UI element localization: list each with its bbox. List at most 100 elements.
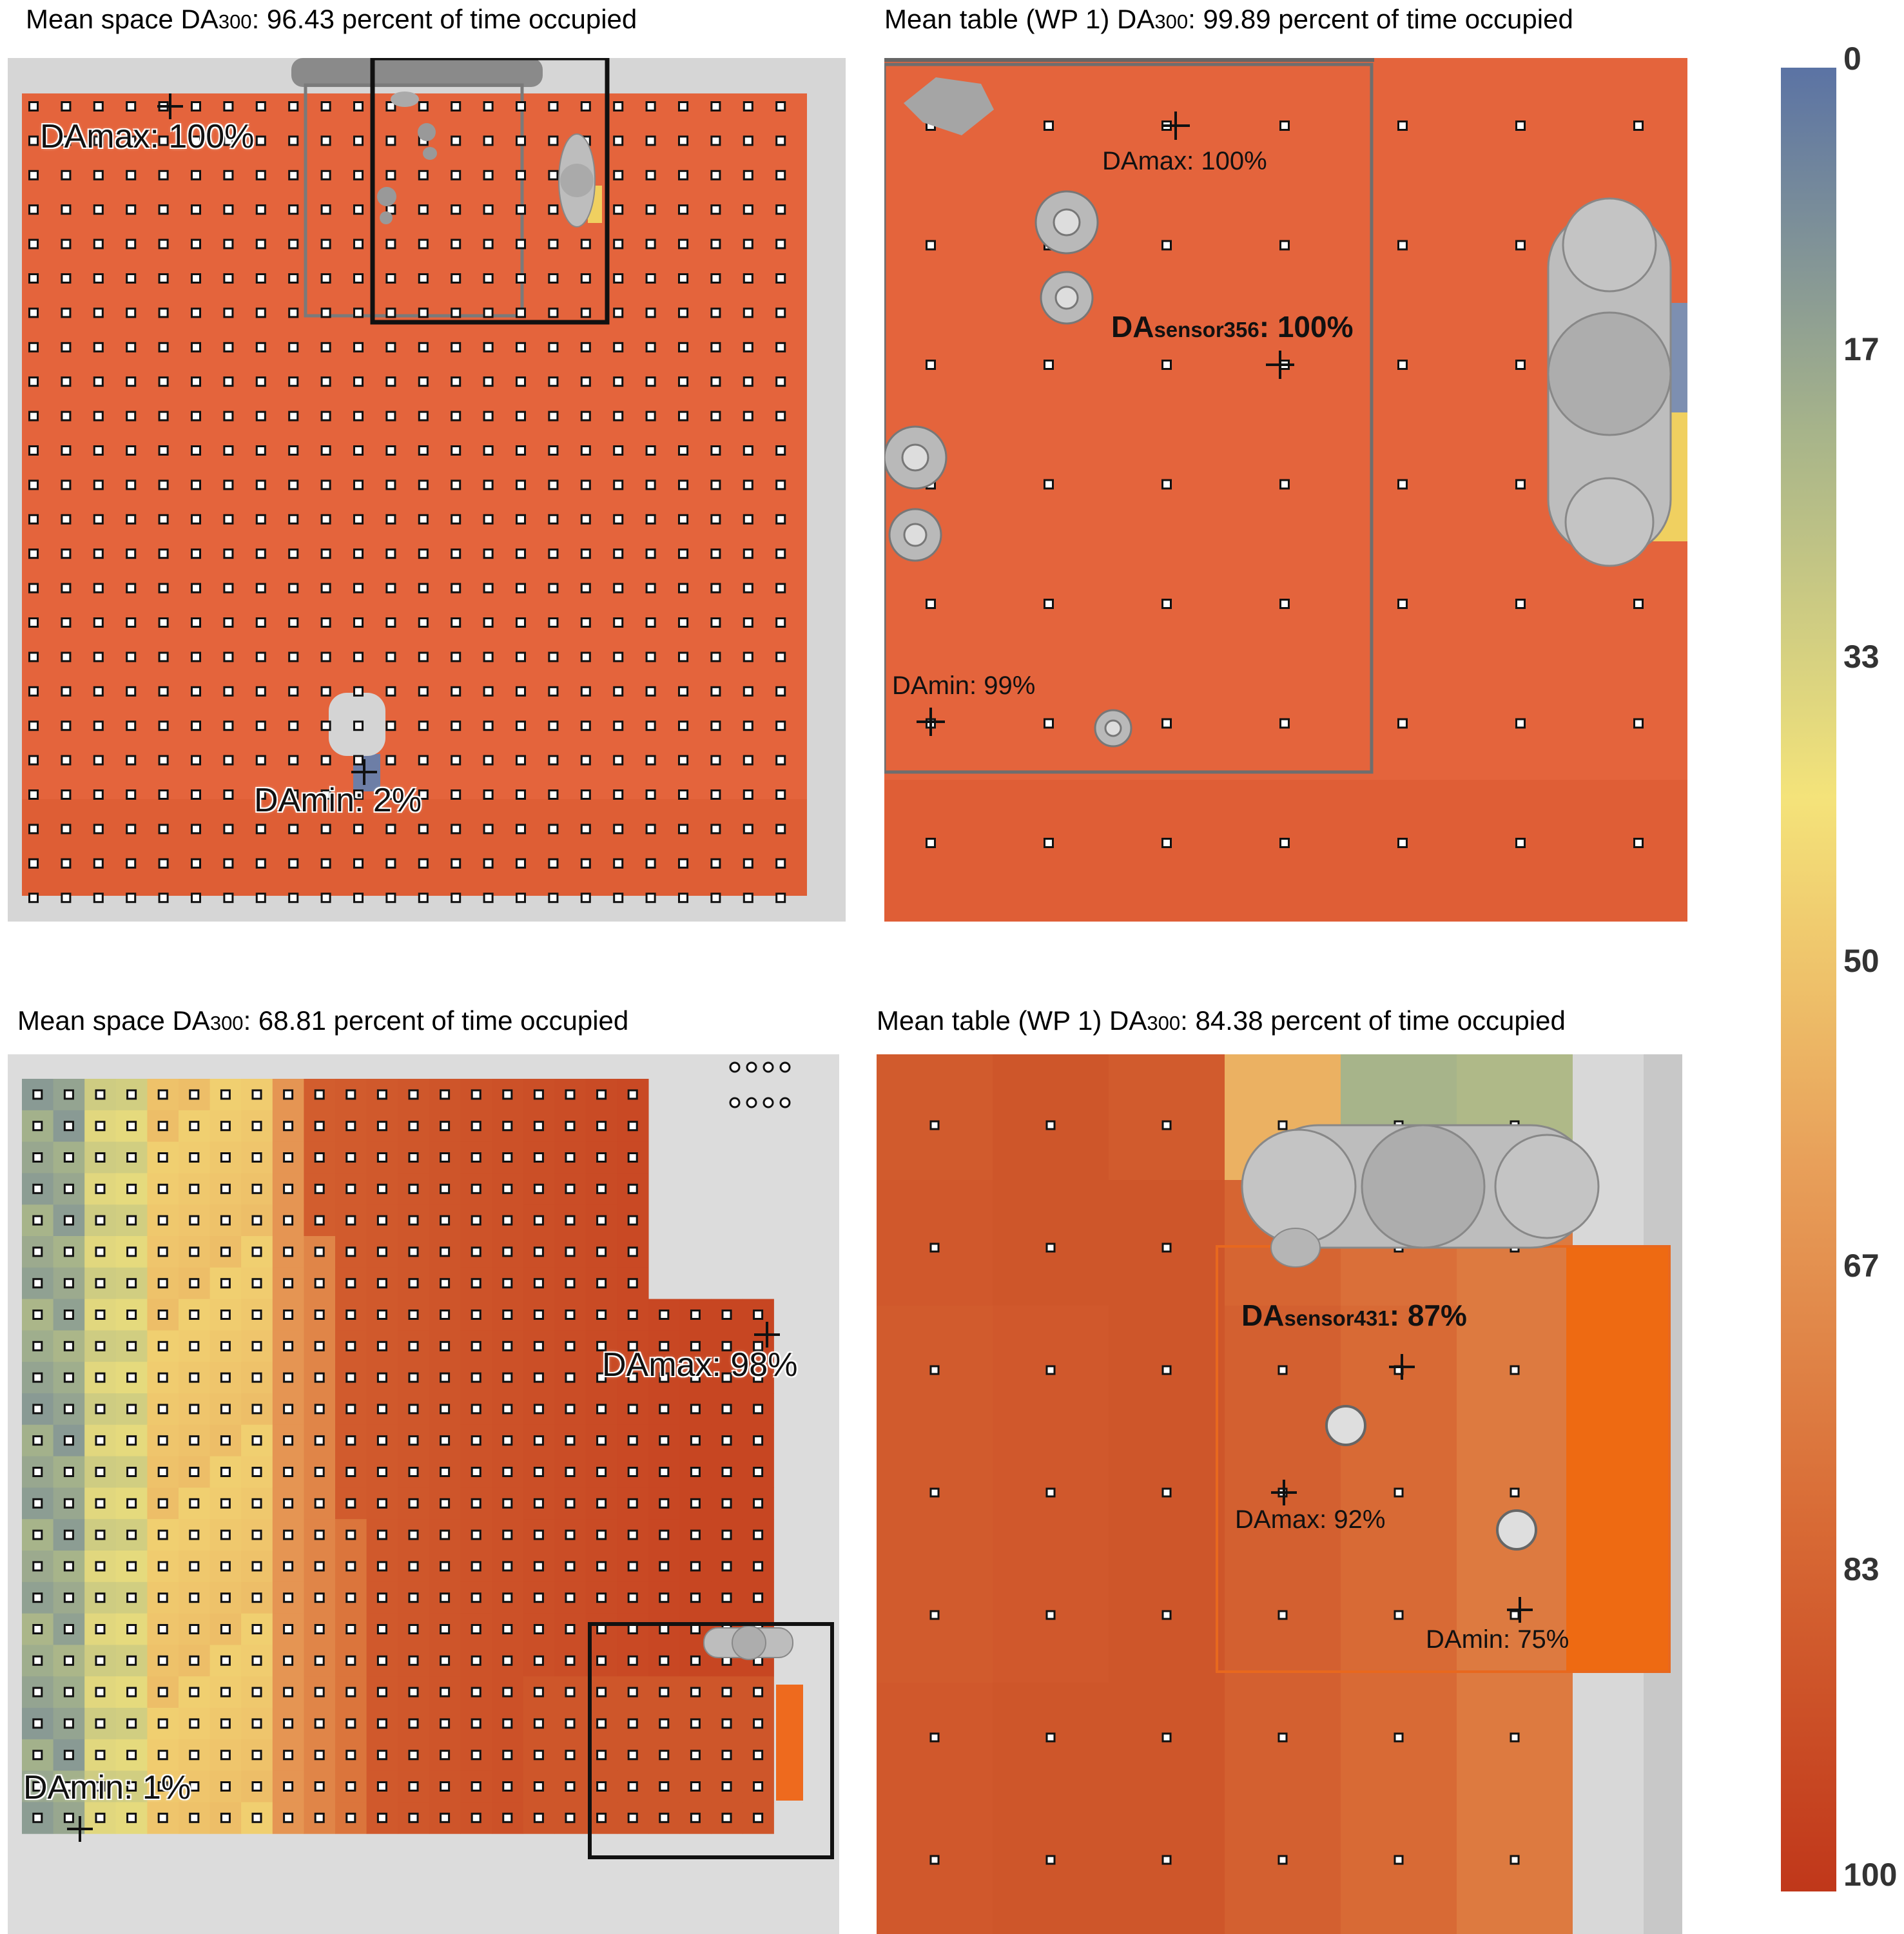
sensor-point xyxy=(158,824,169,835)
sensor-point xyxy=(440,1183,451,1194)
sensor-point xyxy=(32,1372,43,1383)
sensor-point xyxy=(548,376,559,387)
sensor-point xyxy=(596,1089,607,1100)
sensor-point xyxy=(189,1215,200,1226)
sensor-point xyxy=(1633,718,1644,729)
sensor-point xyxy=(502,1089,513,1100)
sensor-point xyxy=(189,1655,200,1666)
sensor-point xyxy=(418,583,429,594)
sensor-point xyxy=(710,411,721,421)
sensor-point xyxy=(126,1561,137,1572)
sensor-point xyxy=(385,755,396,766)
sensor-point xyxy=(418,273,429,284)
sensor-point xyxy=(345,1435,356,1446)
sensor-point xyxy=(565,1404,576,1415)
sensor-point xyxy=(596,1246,607,1257)
sensor-point xyxy=(483,858,494,869)
sensor-point xyxy=(158,135,169,146)
sensor-point xyxy=(223,893,234,904)
sensor-point xyxy=(1277,1732,1288,1743)
sensor-point xyxy=(645,204,656,215)
sensor-point xyxy=(189,1372,200,1383)
sensor-point xyxy=(710,238,721,249)
heatmap-cell xyxy=(1457,1557,1573,1683)
object-icon xyxy=(380,211,393,224)
sensor-point xyxy=(251,1435,262,1446)
sensor-point xyxy=(483,273,494,284)
sensor-point xyxy=(353,411,364,421)
sensor-point xyxy=(471,1215,481,1226)
sensor-point xyxy=(126,376,137,387)
sensor-point xyxy=(483,307,494,318)
sensor-point xyxy=(533,1655,544,1666)
sensor-point xyxy=(220,1372,231,1383)
sensor-point xyxy=(743,824,753,835)
sensor-point xyxy=(502,1121,513,1132)
sensor-point xyxy=(678,204,688,215)
sensor-point xyxy=(721,1687,732,1697)
person-head-icon xyxy=(560,164,594,197)
sensor-point xyxy=(345,1750,356,1761)
sensor-point xyxy=(32,1278,43,1289)
sensor-point xyxy=(1397,121,1408,131)
sensor-point xyxy=(376,1152,387,1163)
sensor-point xyxy=(596,1718,607,1729)
sensor-point xyxy=(220,1781,231,1792)
sensor-point xyxy=(418,411,429,421)
sensor-point xyxy=(690,1655,701,1666)
sensor-point xyxy=(353,893,364,904)
sensor-point xyxy=(483,169,494,180)
sensor-point xyxy=(613,617,624,628)
sensor-point xyxy=(157,1812,168,1823)
sensor-point xyxy=(516,307,526,318)
sensor-point xyxy=(502,1812,513,1823)
sensor-point xyxy=(189,1183,200,1194)
sensor-point xyxy=(743,858,753,869)
sensor-point xyxy=(613,376,624,387)
sensor-point xyxy=(743,514,753,525)
person-figure-icon xyxy=(1241,1124,1600,1268)
sensor-point xyxy=(314,1183,325,1194)
sensor-point xyxy=(580,514,591,525)
sensor-point xyxy=(408,1246,419,1257)
sensor-point xyxy=(320,755,331,766)
sensor-point xyxy=(690,1372,701,1383)
sensor-point xyxy=(729,1061,741,1073)
sensor-point xyxy=(93,583,104,594)
sensor-point xyxy=(565,1152,576,1163)
sensor-point xyxy=(314,1435,325,1446)
sensor-point xyxy=(61,824,72,835)
sensor-point xyxy=(385,617,396,628)
object-icon xyxy=(391,92,419,107)
sensor-point xyxy=(743,204,753,215)
sensor-point xyxy=(775,893,786,904)
sensor-point xyxy=(471,1718,481,1729)
sensor-point xyxy=(548,720,559,731)
sensor-point xyxy=(408,1121,419,1132)
sensor-point xyxy=(440,1750,451,1761)
heatmap-cell xyxy=(993,1054,1109,1181)
sensor-point xyxy=(320,376,331,387)
sensor-point xyxy=(320,204,331,215)
sensor-point xyxy=(28,169,39,180)
heatmap-cell xyxy=(877,1808,993,1934)
sensor-point xyxy=(483,686,494,697)
sensor-point xyxy=(320,101,331,111)
sensor-point xyxy=(440,1498,451,1509)
sensor-point xyxy=(251,1624,262,1634)
sensor-point xyxy=(645,617,656,628)
sensor-point xyxy=(376,1781,387,1792)
sensor-point xyxy=(596,1624,607,1634)
sensor-point xyxy=(189,1781,200,1792)
sensor-point xyxy=(1397,718,1408,729)
sensor-point xyxy=(596,1467,607,1477)
sensor-point xyxy=(721,1592,732,1603)
sensor-point xyxy=(191,652,201,662)
heatmap-cell xyxy=(1457,1808,1573,1934)
sensor-point xyxy=(1515,360,1526,370)
sensor-point xyxy=(126,135,137,146)
sensor-point xyxy=(1044,838,1054,848)
sensor-point xyxy=(613,238,624,249)
sensor-point xyxy=(288,686,299,697)
sensor-point xyxy=(565,1687,576,1697)
